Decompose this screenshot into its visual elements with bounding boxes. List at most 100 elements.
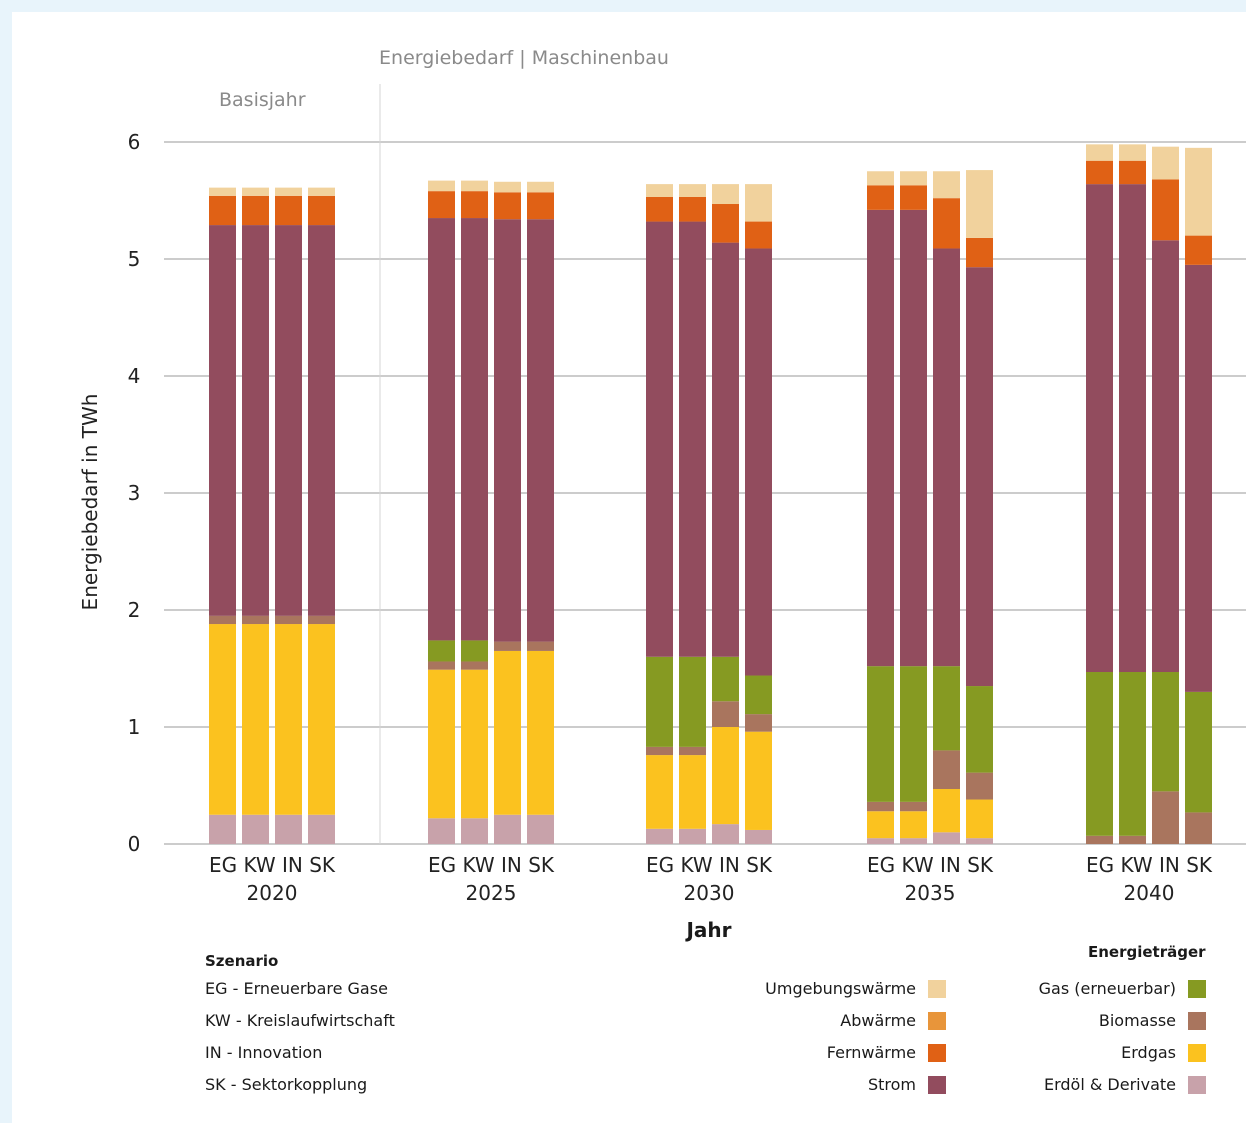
bar-segment <box>900 811 927 839</box>
bar-segment <box>900 801 927 812</box>
bar-segment <box>461 669 488 819</box>
bar-segment <box>646 656 673 747</box>
bar-segment <box>527 219 554 642</box>
x-axis-label: Jahr <box>686 918 732 942</box>
bar-segment <box>966 838 993 844</box>
bar-segment <box>867 801 894 812</box>
bar-segment <box>933 198 960 249</box>
bar-segment <box>712 656 739 702</box>
bar-segment <box>209 624 236 815</box>
bar-segment <box>1119 160 1146 185</box>
bar-segment <box>1185 264 1212 692</box>
legend-swatch <box>928 1011 946 1030</box>
legend-swatch <box>1188 1043 1206 1062</box>
bar-segment <box>209 814 236 844</box>
bar-segment <box>1152 791 1179 844</box>
bar-segment <box>428 640 455 662</box>
bar-segment <box>646 746 673 756</box>
chart-title: Energiebedarf | Maschinenbau <box>379 47 669 69</box>
bar-segment <box>933 171 960 199</box>
bar-segment <box>428 218 455 641</box>
bar-segment <box>1119 835 1146 844</box>
base-year-annotation: Basisjahr <box>219 89 306 111</box>
bar-segment <box>745 248 772 676</box>
bar-segment <box>679 828 706 844</box>
bar-segment <box>712 824 739 844</box>
legend-scenario-in: IN - Innovation <box>205 1043 323 1062</box>
bar-segment <box>933 750 960 790</box>
bar-segment <box>712 727 739 825</box>
bar-segment <box>308 814 335 844</box>
legend-swatch <box>1188 979 1206 998</box>
bar-segment <box>428 661 455 670</box>
bar-segment <box>867 838 894 844</box>
y-tick-label: 6 <box>128 130 141 154</box>
bar-segment <box>1119 144 1146 161</box>
bar-segment <box>461 218 488 641</box>
bar-segment <box>461 191 488 219</box>
legend-label: Erdöl & Derivate <box>1043 1075 1176 1094</box>
bar-segment <box>933 832 960 844</box>
bar-segment <box>275 624 302 815</box>
bar-segment <box>1185 691 1212 813</box>
legend-item-fernwaerme: Fernwärme <box>827 1043 946 1062</box>
bar-segment <box>275 225 302 616</box>
bar-segment <box>867 209 894 667</box>
bar-segment <box>494 181 521 193</box>
bar-segment <box>679 746 706 756</box>
bar-segment <box>1119 184 1146 673</box>
bar-segment <box>461 640 488 662</box>
bar-segment <box>646 184 673 197</box>
legend-item-strom: Strom <box>868 1075 946 1094</box>
bar-segment <box>428 818 455 844</box>
bar-segment <box>745 714 772 732</box>
bar-segment <box>209 615 236 625</box>
chart-canvas: 0 1 2 3 4 5 6 EG KW IN SK 2020 EG KW IN SK 2025 EG … <box>128 84 1246 905</box>
bar-segment <box>242 225 269 616</box>
bar-segment <box>679 184 706 197</box>
bar-segment <box>966 686 993 773</box>
x-tick-label-scenarios: EG KW IN SK <box>428 853 555 877</box>
legend-swatch <box>1188 1075 1206 1094</box>
bar-segment <box>712 242 739 657</box>
bar-segment <box>1185 235 1212 265</box>
bar-segment <box>461 818 488 844</box>
legend-item-erdgas: Erdgas <box>1121 1043 1206 1062</box>
bar-segment <box>867 171 894 186</box>
bar-segment <box>933 666 960 751</box>
legend-swatch <box>1188 1011 1206 1030</box>
bar-segment <box>275 195 302 226</box>
bar-segment <box>494 219 521 642</box>
bar-segment <box>679 196 706 222</box>
bar-segment <box>646 221 673 657</box>
x-tick-label-year: 2030 <box>684 881 735 905</box>
bar-segment <box>308 615 335 625</box>
bar-segment <box>966 772 993 800</box>
bar-segment <box>275 615 302 625</box>
bar-segment <box>308 225 335 616</box>
y-axis-label: Energiebedarf in TWh <box>78 393 102 611</box>
bar-segment <box>966 267 993 687</box>
legend-item-biomasse: Biomasse <box>1099 1011 1206 1030</box>
bar-segment <box>461 661 488 670</box>
chart-card: 0 1 2 3 4 5 6 EG KW IN SK 2020 EG KW IN SK 2025 EG … <box>12 12 1246 1123</box>
y-tick-label: 3 <box>128 481 141 505</box>
bar-segment <box>646 196 673 222</box>
bar-segment <box>745 731 772 830</box>
bar-segment <box>745 675 772 715</box>
y-tick-label: 0 <box>128 832 141 856</box>
y-tick-label: 2 <box>128 598 141 622</box>
bar-segment <box>900 838 927 844</box>
bar-segment <box>712 701 739 727</box>
bar-segment <box>900 666 927 802</box>
legend-item-erdoel: Erdöl & Derivate <box>1044 1075 1206 1094</box>
bar-segment <box>646 828 673 844</box>
legend-scenario-title: Szenario <box>205 952 279 970</box>
bar-segment <box>527 814 554 844</box>
bar-segment <box>527 192 554 220</box>
legend-label: Erdgas <box>1121 1043 1176 1062</box>
bar-segment <box>1185 147 1212 236</box>
bar-segment <box>712 184 739 205</box>
legend-item-umgebungswaerme: Umgebungswärme <box>765 979 946 998</box>
bar-segment <box>867 666 894 802</box>
